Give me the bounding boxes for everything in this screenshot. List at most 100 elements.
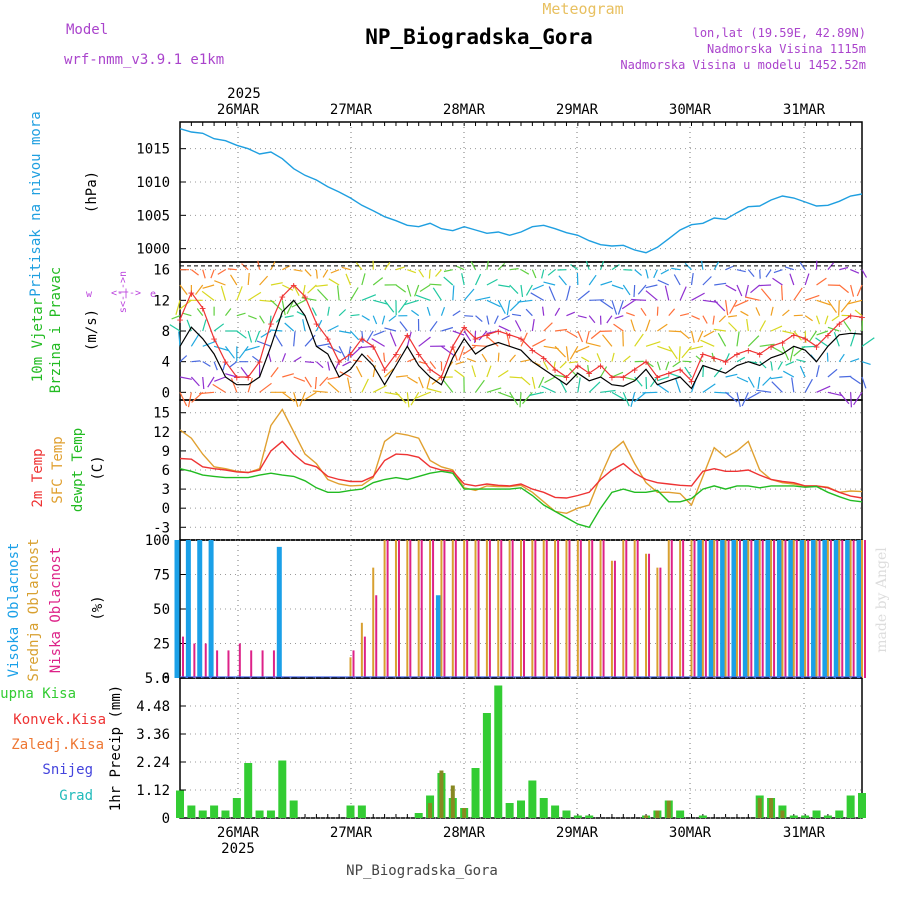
panel-frame-pressure	[179, 121, 863, 263]
wind-arrow	[668, 330, 681, 333]
wind-arrow	[847, 299, 863, 305]
wind-arrow	[361, 378, 369, 393]
wind-arrow	[555, 328, 568, 332]
wind-arrow	[286, 300, 295, 315]
wind-arrow	[544, 376, 556, 384]
compass-ew: <-|->	[111, 288, 141, 299]
wind-arrow	[770, 306, 774, 316]
wind-arrow	[355, 262, 363, 271]
precip-bar-total	[789, 815, 798, 818]
wind-arrow	[645, 269, 649, 279]
bottom-day-label: 28MAR	[443, 825, 486, 841]
wind-arrow	[570, 264, 579, 271]
wind-arrow	[519, 392, 522, 408]
wind-arrow	[809, 330, 818, 342]
wind-arrow	[656, 383, 670, 393]
wind-arrow	[327, 361, 331, 371]
wind-arrow	[452, 310, 461, 317]
wind-arrow	[631, 298, 647, 301]
wind-gust-mark: +	[370, 340, 377, 353]
wind-arrow	[702, 383, 716, 393]
wind-arrow	[207, 376, 215, 388]
wind-arrow	[611, 371, 624, 378]
cloud-label-high: Visoka Oblacnost	[6, 543, 22, 678]
wind-gust-mark: +	[643, 356, 650, 369]
wind-arrow	[213, 361, 218, 371]
wind-arrow	[568, 361, 578, 364]
wind-arrow	[481, 353, 488, 362]
wind-arrow	[270, 282, 283, 286]
wind-arrow	[861, 269, 868, 278]
wind-arrow	[334, 361, 340, 371]
wind-arrow	[759, 269, 761, 279]
wind-arrow	[725, 353, 730, 362]
wind-arrow	[695, 355, 704, 363]
wind-arrow	[827, 299, 837, 313]
wind-arrow	[725, 391, 738, 403]
wind-arrow	[470, 261, 477, 270]
top-year-label: 2025	[227, 86, 261, 102]
wind-arrow	[690, 330, 695, 343]
wind-arrow	[244, 345, 260, 352]
wind-arrow	[466, 358, 476, 363]
bottom-day-label: 29MAR	[556, 825, 599, 841]
wind-arrow	[713, 299, 726, 312]
wind-gust-mark: +	[472, 333, 479, 346]
wind-arrow	[475, 379, 485, 393]
wind-arrow	[328, 278, 340, 286]
wind-arrow	[429, 361, 437, 370]
wind-arrow	[660, 269, 670, 275]
wind-arrow	[559, 361, 567, 369]
wind-arrow	[311, 307, 317, 316]
wind-speed-line	[179, 299, 863, 390]
wind-arrow	[322, 269, 329, 278]
wind-arrow	[339, 330, 352, 334]
wind-arrow	[273, 333, 283, 347]
wind-arrow	[626, 312, 635, 317]
wind-arrow	[569, 346, 579, 360]
lonlat-label: lon,lat (19.59E, 42.89N)	[693, 26, 866, 40]
wind-arrow	[293, 269, 303, 272]
wind-arrow	[531, 269, 537, 279]
wind-arrow	[230, 378, 238, 393]
wind-arrow	[657, 323, 668, 332]
wind-arrow	[241, 263, 249, 271]
wind-arrow	[373, 299, 388, 305]
wind-arrow	[517, 299, 533, 303]
wind-arrow	[190, 376, 200, 387]
wind-arrow	[395, 353, 402, 362]
wind-arrow	[319, 376, 329, 387]
precip-bar-convective	[780, 810, 785, 818]
precip-bar-total	[482, 713, 491, 818]
wind-arrow	[725, 265, 735, 271]
wind-arrow	[342, 361, 351, 367]
wind-arrow	[475, 296, 491, 301]
wind-arrow	[257, 260, 261, 270]
wind-gust-line	[179, 284, 863, 382]
wind-gust-mark: +	[711, 352, 718, 365]
precip-panel	[176, 677, 866, 818]
wind-arrow	[210, 269, 215, 279]
wind-arrow	[327, 345, 342, 354]
wind-arrow	[712, 315, 715, 325]
wind-arrow	[554, 307, 561, 316]
wind-arrow	[672, 361, 681, 368]
wind-arrow	[633, 284, 636, 298]
wind-arrow	[493, 315, 499, 325]
top-day-label: 28MAR	[443, 102, 486, 118]
wind-arrow	[577, 330, 584, 343]
wind-arrow	[850, 358, 860, 363]
wind-arrow	[831, 315, 840, 322]
wind-arrow	[178, 331, 181, 347]
wind-gust-mark: +	[336, 356, 343, 369]
wind-arrow	[816, 330, 829, 336]
wind-arrow	[474, 330, 477, 344]
wind-arrow	[419, 284, 431, 293]
precip-legend-snow: Snijeg	[42, 762, 93, 778]
wind-arrow	[838, 284, 849, 294]
wind-arrow	[315, 284, 328, 287]
wind-arrow	[293, 356, 302, 363]
wind-arrow	[426, 306, 431, 316]
wind-arrow	[395, 391, 407, 404]
